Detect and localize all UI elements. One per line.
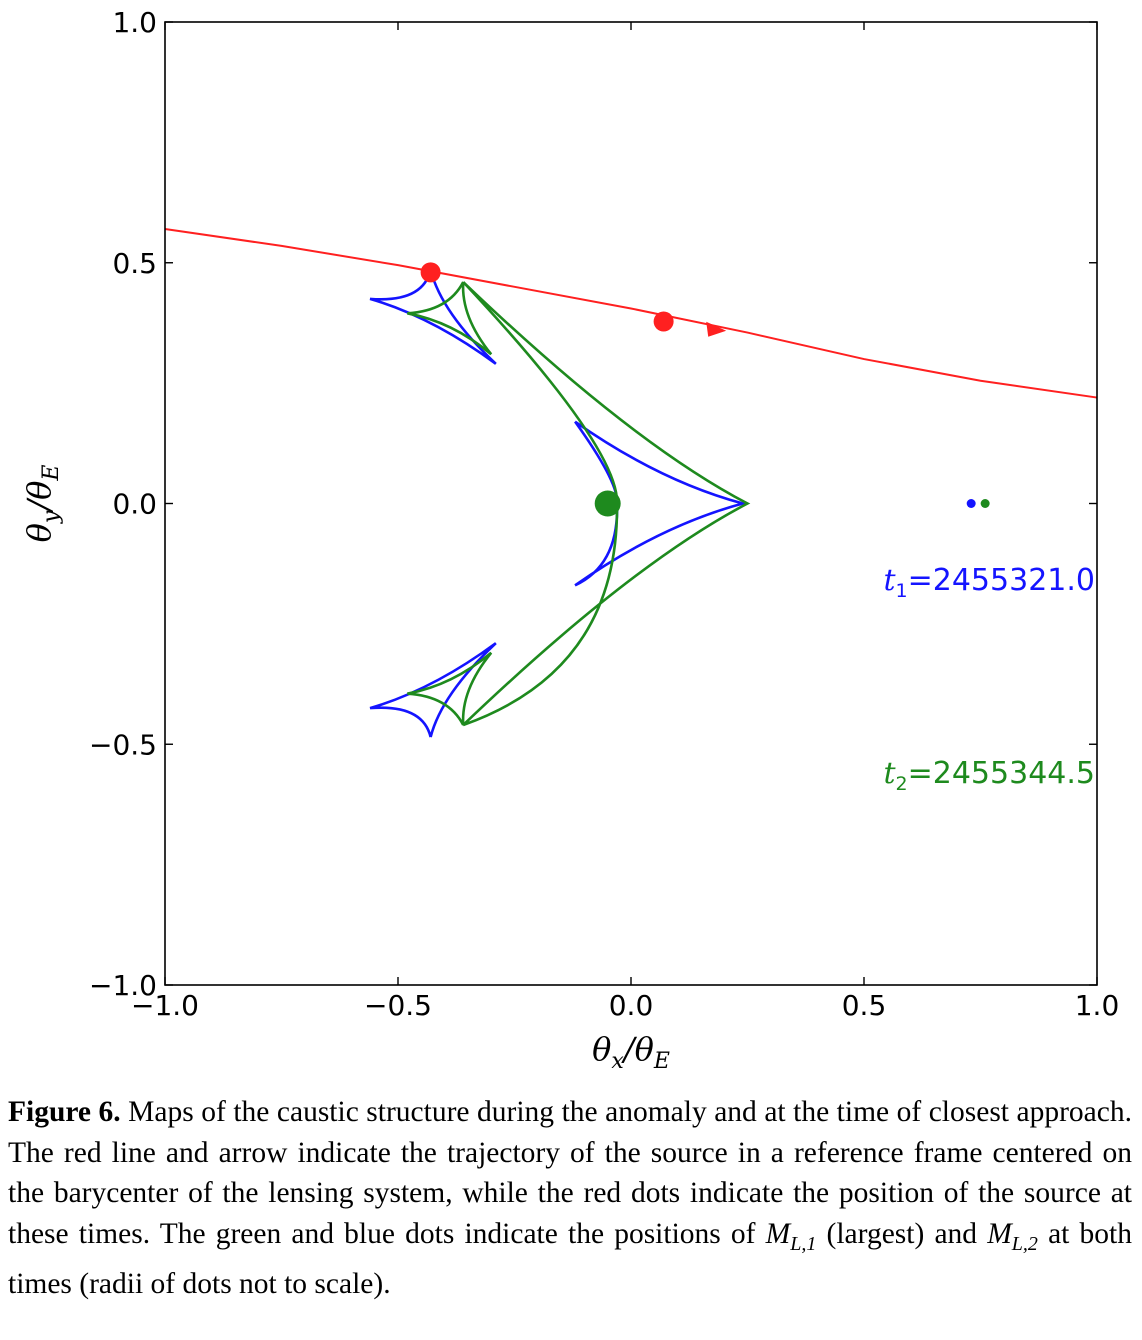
xtick-label: 0.0 xyxy=(609,989,654,1022)
axis-label-part: y xyxy=(39,510,64,524)
axis-label-part: E xyxy=(653,1049,670,1074)
annotation-t1: t1=2455321.0 xyxy=(883,563,1095,602)
plot-frame xyxy=(164,21,1098,986)
lens-dot-t2 xyxy=(980,499,990,508)
annotation-sub: 2 xyxy=(896,773,908,795)
caustic-planetary-bottom-t2 xyxy=(407,651,493,726)
ytick-label: 0.0 xyxy=(112,488,157,521)
xtick-label: −0.5 xyxy=(364,989,432,1022)
axis-label-part: /θ xyxy=(20,481,58,514)
ytick-label: −1.0 xyxy=(89,969,157,1002)
ytick-label: −0.5 xyxy=(89,728,157,761)
caustic-planetary-top-t2 xyxy=(407,281,493,356)
xtick-label: 1.0 xyxy=(1075,989,1120,1022)
caption-m1: M xyxy=(765,1217,791,1250)
y-axis-label: θy/θE xyxy=(20,465,64,543)
xtick-label: −1.0 xyxy=(131,989,199,1022)
axis-label-part: E xyxy=(39,465,64,482)
annotation-t2: t2=2455344.5 xyxy=(883,756,1095,795)
source-dot-t1 xyxy=(420,262,441,283)
annotation-var: t xyxy=(883,563,896,598)
figure-caption: Figure 6. Maps of the caustic structure … xyxy=(8,1092,1132,1304)
x-axis-label: θx/θE xyxy=(592,1030,670,1074)
ytick-label: 1.0 xyxy=(112,6,157,39)
axis-label-part: /θ xyxy=(621,1030,654,1068)
source-trajectory xyxy=(164,228,1098,399)
lens-dot-t1 xyxy=(966,499,976,508)
axis-label-part: θ xyxy=(20,523,58,542)
caption-label: Figure 6. xyxy=(8,1096,121,1128)
xtick-label: 0.5 xyxy=(842,989,887,1022)
axis-label-part: θ xyxy=(592,1030,611,1068)
caustic-chart: t1=2455321.0t2=2455344.5 −1.0 −0.5 0.0 0.5 1… xyxy=(20,6,1120,1074)
trajectory-arrow xyxy=(706,321,727,337)
caption-text-2: (largest) and xyxy=(816,1217,988,1250)
annotation-value: =2455344.5 xyxy=(908,756,1095,791)
caustic-planetary-top-t1 xyxy=(369,269,497,365)
annotation-value: =2455321.0 xyxy=(908,563,1095,598)
ytick-label: 0.5 xyxy=(112,247,157,280)
caption-m2: M xyxy=(987,1217,1012,1250)
lens-dot-large xyxy=(594,490,621,517)
source-dot-t2 xyxy=(653,311,674,332)
caption-m1-sub: L,1 xyxy=(790,1232,817,1255)
caption-m2-sub: L,2 xyxy=(1011,1232,1038,1255)
caption-text-3: at both times (radii of dots not to scal… xyxy=(8,1217,1132,1300)
annotation-var: t xyxy=(883,756,896,791)
caption-text-1: Maps of the caustic structure during the… xyxy=(8,1096,1132,1250)
annotation-sub: 1 xyxy=(896,580,908,602)
caustic-central-t2 xyxy=(462,281,751,727)
axis-label-part: x xyxy=(611,1049,624,1074)
caustic-planetary-bottom-t1 xyxy=(369,642,497,738)
